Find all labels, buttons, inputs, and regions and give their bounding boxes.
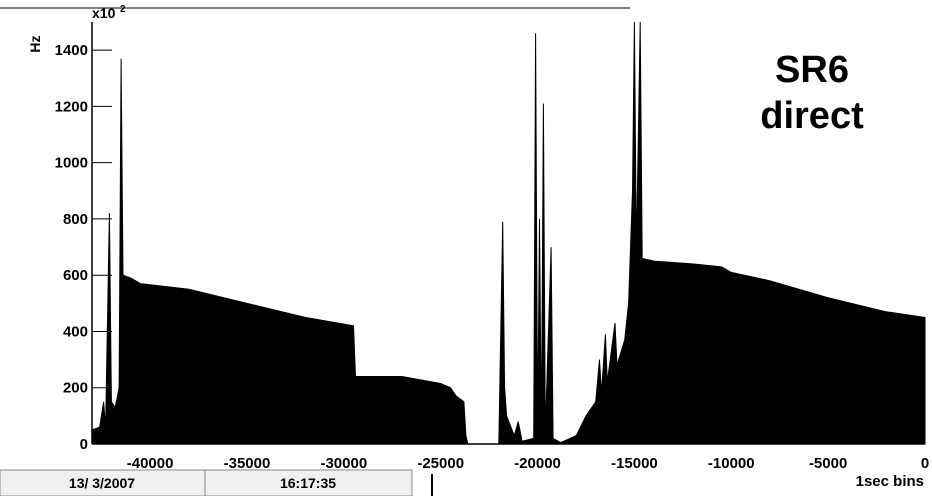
x-tick-label: -25000 [417,455,464,472]
x-tick-label: -15000 [611,455,658,472]
x-tick-label: -20000 [514,455,561,472]
x-tick-label: -10000 [708,455,755,472]
x-tick-label: -35000 [224,455,271,472]
y-multiplier-power: 2 [120,4,126,15]
y-tick-label: 200 [63,380,88,397]
y-tick-label: 1400 [55,42,88,59]
y-tick-label: 800 [63,211,88,228]
x-tick-label: -40000 [127,455,174,472]
x-tick-label: 0 [921,455,929,472]
y-tick-label: 1200 [55,98,88,115]
footer-time: 16:17:35 [280,475,336,491]
y-multiplier: x10 [92,5,116,21]
chart-title: SR6 direct [760,49,864,137]
y-axis-label: Hz [27,35,43,52]
y-tick-label: 1000 [55,155,88,172]
footer-box [204,469,413,496]
histogram-area [92,22,926,445]
x-tick-label: -5000 [809,455,847,472]
x-axis-label: 1sec bins [856,473,924,490]
x-tick-label: -30000 [320,455,367,472]
footer-date: 13/ 3/2007 [69,475,135,491]
y-tick-label: 0 [80,436,88,453]
y-tick-label: 600 [63,267,88,284]
y-tick-label: 400 [63,323,88,340]
